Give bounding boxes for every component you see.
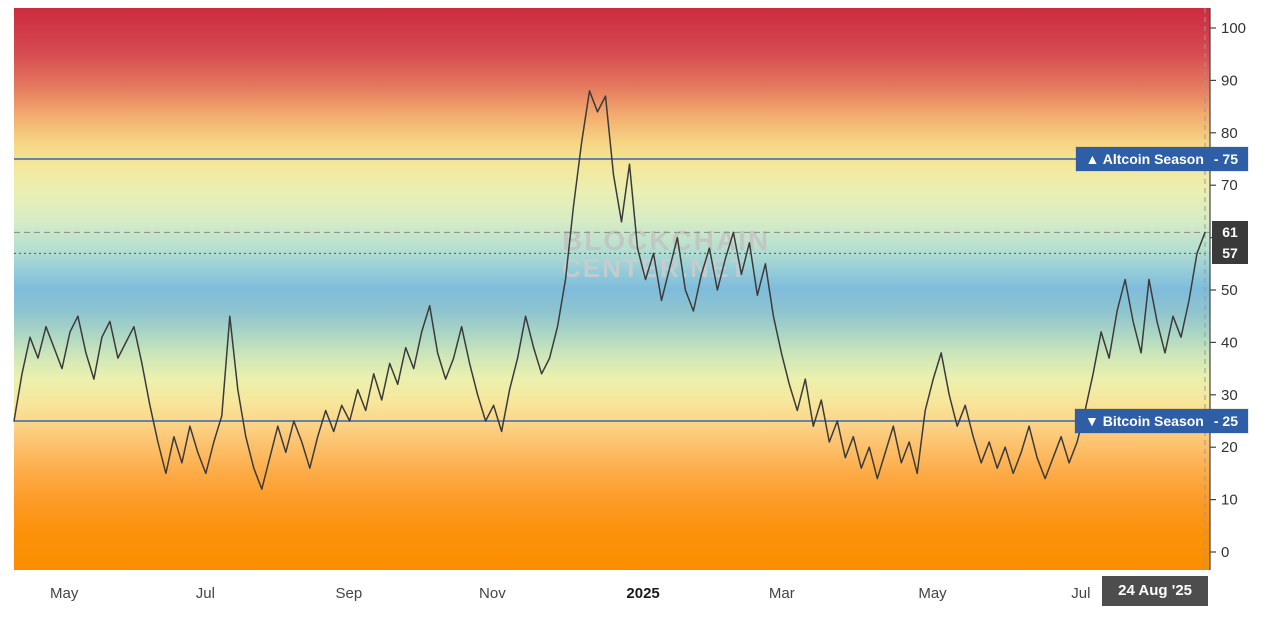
plot-area: [14, 8, 1210, 570]
x-tick-label: Sep: [336, 585, 363, 602]
y-tick-label: 0: [1221, 544, 1229, 561]
x-tick-label: Nov: [479, 585, 506, 602]
x-tick-label: 2025: [626, 585, 659, 602]
y-tick-label: 80: [1221, 125, 1238, 142]
threshold-value: - 25: [1213, 413, 1238, 429]
threshold-label-text: ▼ Bitcoin Season: [1084, 413, 1204, 429]
threshold-label: ▲ Altcoin Season - 75: [1075, 147, 1248, 171]
y-tick-label: 70: [1221, 177, 1238, 194]
y-tick-label: 40: [1221, 334, 1238, 351]
watermark-line1: BLOCKCHAIN: [562, 225, 771, 256]
current-value-badge: 57: [1212, 242, 1248, 265]
y-tick-label: 100: [1221, 20, 1246, 37]
current-value-badge: 61: [1212, 221, 1248, 244]
threshold-label: ▼ Bitcoin Season - 25: [1074, 409, 1248, 433]
x-tick-label: Mar: [769, 585, 795, 602]
x-tick-label: May: [50, 585, 79, 602]
x-tick-label: Jul: [1071, 585, 1090, 602]
current-date-badge: 24 Aug '25: [1102, 576, 1208, 606]
x-tick-label: May: [918, 585, 947, 602]
y-tick-label: 50: [1221, 282, 1238, 299]
y-tick-label: 90: [1221, 72, 1238, 89]
y-tick-label: 30: [1221, 387, 1238, 404]
threshold-value: - 75: [1213, 151, 1238, 167]
index-line: [13, 90, 1206, 490]
x-tick-label: Jul: [196, 585, 215, 602]
threshold-label-text: ▲ Altcoin Season: [1085, 151, 1204, 167]
y-tick-label: 20: [1221, 439, 1238, 456]
y-tick-label: 10: [1221, 492, 1238, 509]
